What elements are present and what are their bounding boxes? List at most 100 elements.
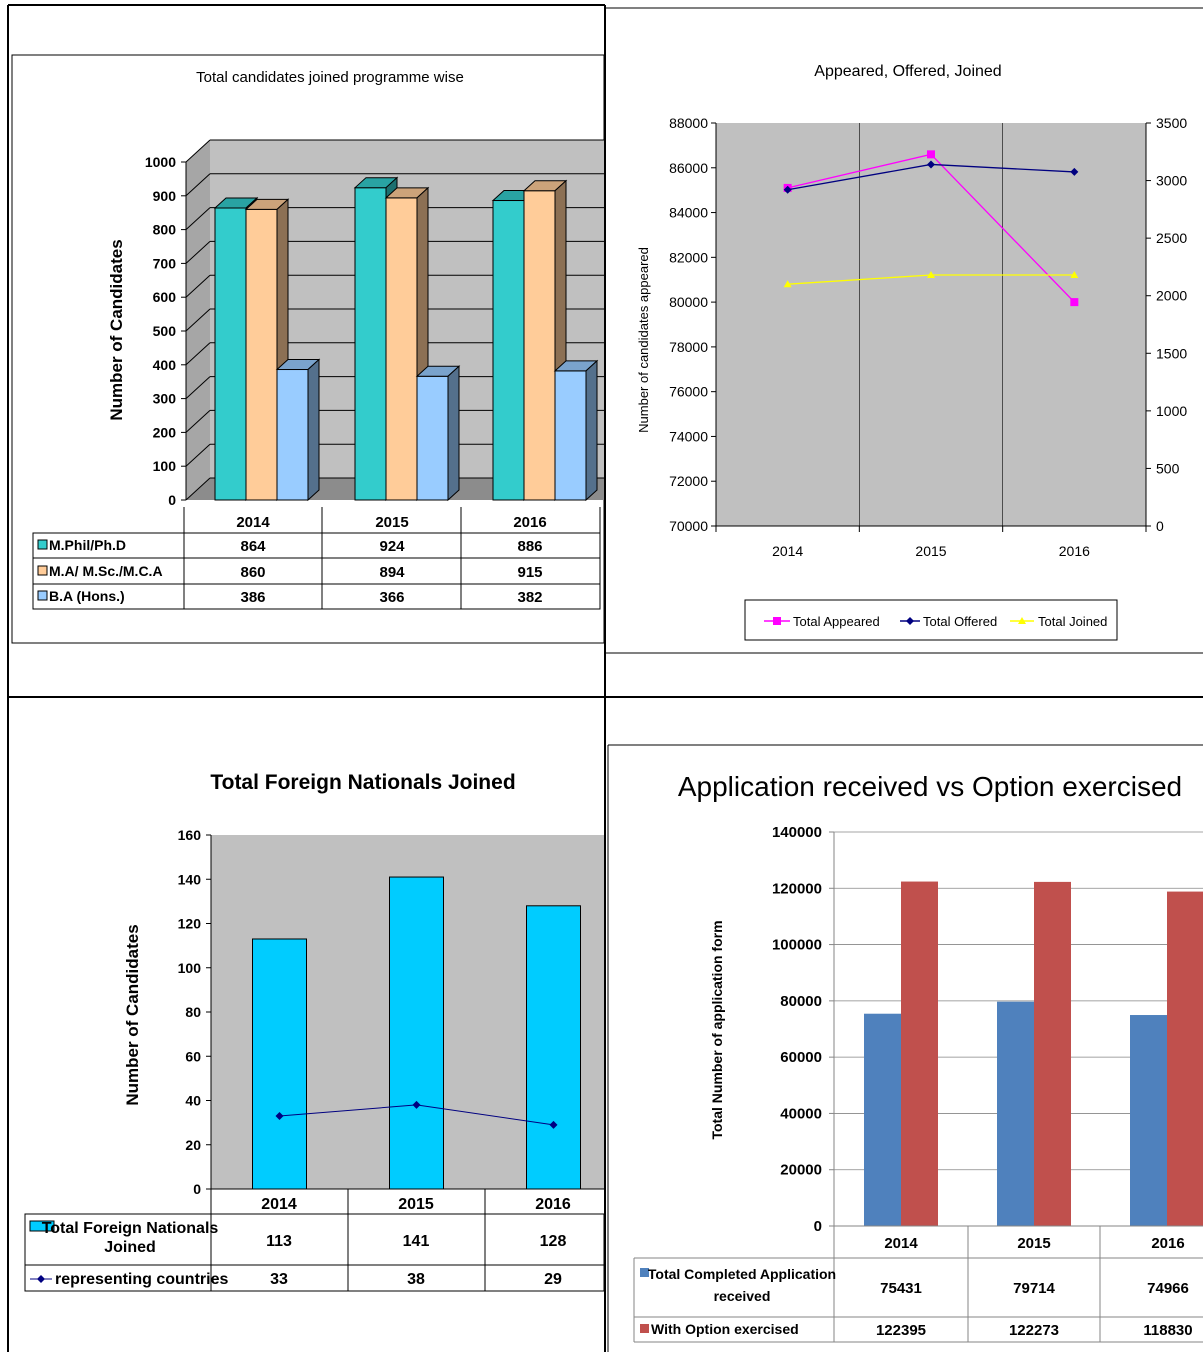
table-cell: 141	[403, 1233, 430, 1250]
chart2-y2-tick: 500	[1156, 460, 1180, 476]
legend-label: B.A (Hons.)	[49, 588, 125, 604]
chart1-bars	[213, 176, 599, 502]
chart1-y-tick: 1000	[145, 154, 176, 170]
chart1-bar	[385, 197, 418, 501]
chart4-data-table	[633, 1226, 1203, 1343]
chart2-y2-tick: 3000	[1156, 173, 1187, 189]
legend-key-foreign	[29, 1220, 55, 1232]
chart4-x-tick: 2015	[1017, 1235, 1050, 1252]
chart-programme-wise: Total candidates joined programme wise N…	[11, 54, 605, 644]
legend-label: With Option exercised	[651, 1321, 799, 1337]
chart3-title: Total Foreign Nationals Joined	[210, 771, 515, 794]
chart4-y-tick: 100000	[772, 937, 822, 954]
chart2-ylabel: Number of candidates appeared	[636, 247, 651, 433]
table-cell: 366	[379, 589, 404, 606]
chart2-y-tick: 86000	[669, 160, 708, 176]
chart4-title: Application received vs Option exercised	[678, 771, 1182, 802]
legend-label: Total Offered	[923, 614, 997, 629]
legend-marker-appeared	[773, 617, 781, 625]
chart1-bar	[416, 375, 449, 501]
chart3-y-tick: 160	[178, 827, 202, 843]
chart4-bars	[864, 881, 1203, 1226]
chart2-y-tick: 84000	[669, 205, 708, 221]
legend-label: representing countries	[55, 1271, 228, 1288]
table-cell: 113	[266, 1233, 292, 1250]
chart3-marker	[275, 1111, 284, 1120]
chart2-marker	[927, 150, 935, 159]
chart1-y-tick: 0	[168, 492, 176, 508]
legend-label: Total Foreign Nationals Joined	[42, 1220, 219, 1256]
chart1-gridline	[185, 342, 211, 366]
chart3-x-tick: 2016	[535, 1196, 571, 1213]
chart2-marker	[783, 280, 792, 288]
chart4-bar	[1130, 1015, 1167, 1226]
chart2-y2-tick: 0	[1156, 518, 1164, 534]
chart2-y2-tick: 1000	[1156, 403, 1187, 419]
chart1-y-tick: 800	[153, 222, 177, 238]
chart4-bar	[1034, 881, 1071, 1226]
chart-application-vs-option: Application received vs Option exercised…	[607, 744, 1203, 1352]
chart1-x-tick: 2016	[513, 514, 546, 531]
chart3-marker	[412, 1100, 421, 1109]
chart2-legend	[744, 599, 1118, 641]
chart1-gridline	[185, 443, 211, 467]
chart2-x-tick: 2015	[915, 543, 946, 559]
chart2-marker	[927, 270, 935, 278]
chart1-gridline	[185, 274, 211, 298]
legend-key-mphil	[37, 539, 48, 550]
legend-key-completed	[640, 1268, 649, 1277]
chart1-y-tick: 300	[153, 391, 177, 407]
chart1-bar	[492, 200, 525, 501]
chart3-x-tick: 2015	[398, 1196, 434, 1213]
legend-key-ma	[37, 565, 48, 576]
chart4-y-tick: 20000	[780, 1162, 822, 1179]
chart1-y-tick: 700	[153, 255, 177, 271]
chart2-ticks: 70000 72000 74000 76000 78000 80000 82000 84000…	[669, 115, 1187, 559]
chart3-y-tick: 40	[185, 1093, 201, 1109]
chart4-bar	[901, 881, 938, 1226]
legend-marker-offered	[906, 617, 914, 625]
chart2-y-tick: 80000	[669, 294, 708, 310]
chart2-title: Appeared, Offered, Joined	[814, 63, 1001, 80]
table-cell: 74966	[1147, 1280, 1189, 1297]
chart-appeared-offered-joined: Appeared, Offered, Joined Number of cand…	[606, 7, 1203, 654]
chart2-y-tick: 78000	[669, 339, 708, 355]
chart1-bar	[554, 370, 587, 501]
chart3-ylabel: Number of Candidates	[123, 924, 142, 1105]
chart4-y-tick: 140000	[772, 824, 822, 841]
chart4-x-tick: 2014	[884, 1235, 918, 1252]
chart2-y-tick: 82000	[669, 249, 708, 265]
chart1-gridline	[185, 376, 211, 399]
chart1-y-tick: 100	[153, 458, 177, 474]
chart1-y-tick: 500	[153, 323, 177, 339]
chart4-y-tick: 60000	[780, 1049, 822, 1066]
chart1-x-tick: 2014	[236, 514, 270, 531]
chart1-bar-side	[307, 358, 320, 502]
chart3-bars	[252, 876, 581, 1190]
chart2-plot-area	[716, 123, 1146, 526]
chart4-y-tick: 120000	[772, 880, 822, 897]
chart4-y-tick: 80000	[780, 993, 822, 1010]
chart1-gridline	[185, 308, 211, 332]
chart3-y-tick: 100	[178, 960, 202, 976]
chart1-ylabel: Number of Candidates	[107, 239, 126, 420]
chart1-gridline	[185, 207, 211, 230]
table-cell: 29	[544, 1271, 562, 1288]
chart2-y2-tick: 2000	[1156, 288, 1187, 304]
table-cell: 128	[540, 1233, 567, 1250]
chart1-data-table	[32, 507, 601, 610]
legend-label: Total Completed Application received	[648, 1266, 836, 1304]
chart2-marker	[1070, 167, 1079, 176]
table-cell: 382	[517, 589, 542, 606]
chart1-gridline	[185, 139, 211, 163]
table-cell: 386	[240, 589, 265, 606]
chart2-y-tick: 70000	[669, 518, 708, 534]
chart4-y-ticks: 0 20000 40000 60000 80000 100000 120000 140000	[772, 824, 834, 1235]
chart1-gridline	[185, 173, 211, 197]
chart1-y-tick: 900	[153, 188, 177, 204]
chart3-bar	[252, 938, 307, 1190]
table-cell: 924	[379, 538, 405, 555]
chart1-bar-side	[585, 359, 598, 502]
table-cell: 860	[240, 564, 265, 581]
